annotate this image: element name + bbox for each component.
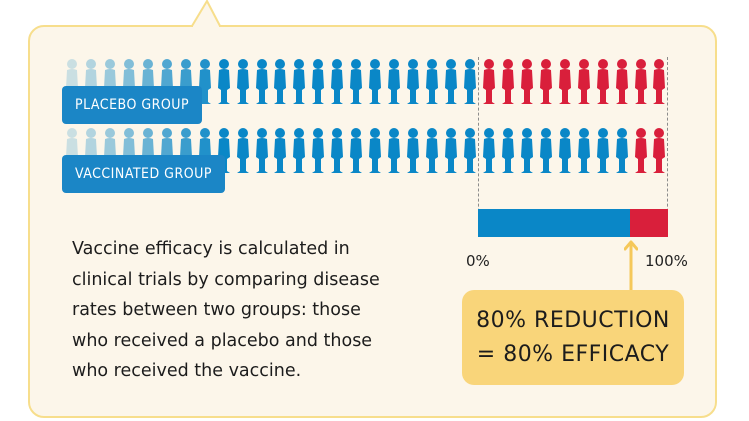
person-icon-healthy — [254, 58, 270, 106]
person-icon-healthy — [272, 58, 288, 106]
description-line: who received a placebo and those — [72, 330, 373, 351]
placebo-group-label: PLACEBO GROUP — [62, 86, 203, 124]
person-icon-healthy — [405, 127, 421, 175]
person-icon-healthy — [576, 127, 592, 175]
person-icon-case — [651, 127, 667, 175]
person-icon-healthy — [424, 58, 440, 106]
person-icon-healthy — [443, 127, 459, 175]
person-icon-healthy — [254, 127, 270, 175]
person-icon-healthy — [272, 127, 288, 175]
person-icon-healthy — [329, 127, 345, 175]
person-icon-healthy — [348, 58, 364, 106]
person-icon-case — [595, 58, 611, 106]
person-icon-healthy — [329, 58, 345, 106]
efficacy-bar-blue — [478, 209, 630, 237]
divider-line-right — [667, 57, 668, 237]
arrow-up-icon — [624, 240, 638, 293]
person-icon-healthy — [443, 58, 459, 106]
person-icon-case — [519, 58, 535, 106]
callout-line-1: 80% REDUCTION — [476, 308, 670, 333]
person-icon-healthy — [386, 127, 402, 175]
person-icon-healthy — [367, 127, 383, 175]
person-icon-healthy — [462, 58, 478, 106]
person-icon-healthy — [386, 58, 402, 106]
person-icon-healthy — [216, 58, 232, 106]
tick-100-percent: 100% — [645, 252, 688, 270]
efficacy-bar — [478, 209, 668, 237]
person-icon-case — [500, 58, 516, 106]
vaccinated-group-label: VACCINATED GROUP — [62, 155, 225, 193]
person-icon-case — [651, 58, 667, 106]
person-icon-healthy — [538, 127, 554, 175]
callout-line-2: = 80% EFFICACY — [476, 342, 670, 367]
person-icon-healthy — [481, 127, 497, 175]
person-icon-healthy — [310, 127, 326, 175]
person-icon-healthy — [291, 58, 307, 106]
person-icon-healthy — [310, 58, 326, 106]
person-icon-case — [633, 58, 649, 106]
person-icon-healthy — [500, 127, 516, 175]
person-icon-case — [614, 58, 630, 106]
tick-0-percent: 0% — [466, 252, 490, 270]
person-icon-healthy — [462, 127, 478, 175]
person-icon-case — [557, 58, 573, 106]
person-icon-case — [633, 127, 649, 175]
person-icon-healthy — [614, 127, 630, 175]
description-line: Vaccine efficacy is calculated in — [72, 239, 350, 259]
person-icon-healthy — [595, 127, 611, 175]
efficacy-bar-red — [630, 209, 668, 237]
description-line: clinical trials by comparing disease — [72, 269, 380, 290]
person-icon-healthy — [519, 127, 535, 175]
person-icon-healthy — [424, 127, 440, 175]
efficacy-callout: 80% REDUCTION = 80% EFFICACY — [462, 290, 684, 385]
person-icon-case — [538, 58, 554, 106]
person-icon-case — [576, 58, 592, 106]
person-icon-healthy — [235, 127, 251, 175]
description-text: Vaccine efficacy is calculated in clinic… — [72, 234, 442, 387]
person-icon-healthy — [405, 58, 421, 106]
person-icon-case — [481, 58, 497, 106]
person-icon-healthy — [348, 127, 364, 175]
person-icon-healthy — [557, 127, 573, 175]
description-line: rates between two groups: those — [72, 300, 361, 320]
person-icon-healthy — [235, 58, 251, 106]
person-icon-healthy — [291, 127, 307, 175]
person-icon-healthy — [367, 58, 383, 106]
divider-line-left — [478, 57, 479, 237]
speech-bubble-pointer — [191, 0, 221, 29]
description-line: who received the vaccine. — [72, 361, 302, 381]
